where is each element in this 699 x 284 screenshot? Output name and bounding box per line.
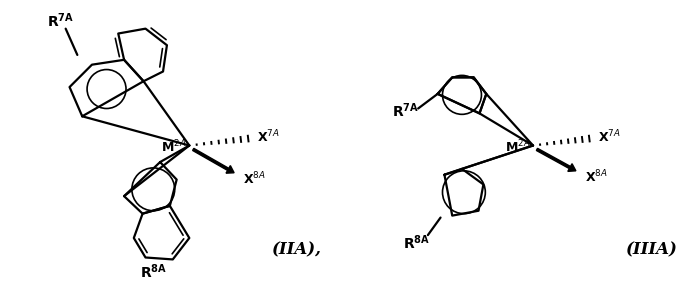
Text: M$^{2A}$: M$^{2A}$ (505, 139, 530, 156)
Text: $\mathbf{R}^{\mathbf{8A}}$: $\mathbf{R}^{\mathbf{8A}}$ (403, 233, 430, 252)
Text: (IIA),: (IIA), (271, 241, 322, 258)
Text: X$^{7A}$: X$^{7A}$ (257, 128, 280, 145)
Text: X$^{7A}$: X$^{7A}$ (598, 128, 621, 145)
Text: X$^{8A}$: X$^{8A}$ (243, 170, 266, 187)
Text: M$^{2A}$: M$^{2A}$ (161, 139, 187, 156)
Text: (IIIA): (IIIA) (626, 241, 678, 258)
Text: $\mathbf{R}^{\mathbf{7A}}$: $\mathbf{R}^{\mathbf{7A}}$ (48, 12, 74, 30)
FancyArrow shape (193, 148, 234, 173)
FancyArrow shape (536, 148, 576, 171)
Text: $\mathbf{R}^{\mathbf{7A}}$: $\mathbf{R}^{\mathbf{7A}}$ (392, 101, 419, 120)
Text: X$^{8A}$: X$^{8A}$ (584, 168, 607, 185)
Text: $\mathbf{R}^{\mathbf{8A}}$: $\mathbf{R}^{\mathbf{8A}}$ (140, 263, 167, 281)
